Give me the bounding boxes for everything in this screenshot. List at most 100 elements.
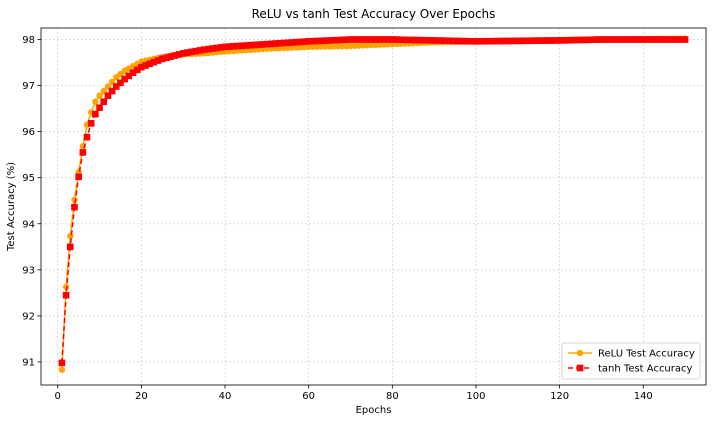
data-point <box>514 37 522 45</box>
data-point <box>556 37 563 44</box>
x-tick-label: 120 <box>550 391 569 402</box>
x-tick-label: 60 <box>302 391 315 402</box>
data-point <box>560 37 568 44</box>
data-point <box>154 57 162 64</box>
data-point <box>435 37 442 44</box>
data-point <box>280 39 287 47</box>
data-point <box>455 37 463 45</box>
data-point <box>167 53 174 60</box>
data-point <box>627 36 635 43</box>
data-point <box>138 63 145 71</box>
data-point <box>96 92 103 99</box>
y-tick-label: 94 <box>22 219 35 230</box>
data-point <box>58 366 66 373</box>
data-point <box>129 69 137 76</box>
data-point <box>259 41 266 48</box>
data-point <box>372 36 379 43</box>
data-point <box>614 36 622 43</box>
data-point <box>334 36 342 44</box>
data-point <box>359 36 367 43</box>
data-point <box>112 83 120 90</box>
data-point <box>531 37 538 45</box>
data-point <box>184 49 191 56</box>
data-point <box>380 36 388 43</box>
data-point <box>263 40 271 48</box>
data-point <box>108 87 116 95</box>
data-point <box>225 43 233 50</box>
series-layer <box>58 35 689 373</box>
data-point <box>288 39 296 46</box>
grid <box>41 28 706 385</box>
data-point <box>204 45 212 53</box>
data-point <box>251 41 258 49</box>
data-point <box>476 38 484 45</box>
data-point <box>468 37 476 45</box>
data-point <box>100 98 108 106</box>
data-point <box>376 36 384 43</box>
data-point <box>581 36 589 44</box>
y-axis-ticks: 91 92 93 94 95 96 97 98 <box>22 35 41 368</box>
data-point <box>631 36 639 43</box>
chart-title: ReLU vs tanh Test Accuracy Over Epochs <box>252 7 496 21</box>
data-point <box>518 37 526 45</box>
data-point <box>96 104 103 111</box>
data-point <box>121 75 128 83</box>
data-point <box>501 37 509 45</box>
data-point <box>610 36 618 43</box>
x-tick-label: 40 <box>219 391 232 402</box>
data-point <box>58 359 66 367</box>
data-point <box>418 36 425 44</box>
data-point <box>422 36 430 44</box>
data-point <box>489 37 496 45</box>
data-point <box>92 110 99 118</box>
x-tick-label: 20 <box>135 391 148 402</box>
data-point <box>409 36 417 44</box>
data-point <box>242 42 250 49</box>
data-point <box>665 36 672 43</box>
y-tick-label: 96 <box>22 127 35 138</box>
data-point <box>217 44 225 51</box>
data-point <box>451 37 459 45</box>
data-point <box>393 36 400 43</box>
data-point <box>660 36 668 43</box>
data-point <box>125 72 133 80</box>
data-point <box>363 36 371 43</box>
y-tick-label: 92 <box>22 311 35 322</box>
data-point <box>292 38 300 46</box>
legend-label-tanh: tanh Test Accuracy <box>598 364 693 375</box>
legend-marker-relu <box>576 349 584 357</box>
data-point <box>163 54 170 62</box>
data-point <box>313 37 321 45</box>
data-point <box>71 196 78 204</box>
data-point <box>585 36 593 44</box>
legend-box <box>561 342 701 380</box>
data-point <box>368 36 375 43</box>
data-point <box>389 36 396 43</box>
y-tick-label: 98 <box>22 35 35 46</box>
data-point <box>443 37 450 45</box>
data-point <box>79 149 87 156</box>
data-point <box>510 37 517 45</box>
data-point <box>577 36 584 44</box>
data-point <box>192 47 200 55</box>
data-point <box>62 291 70 299</box>
data-point <box>426 37 434 44</box>
data-point <box>234 42 241 50</box>
data-point <box>326 37 333 44</box>
data-point <box>66 243 74 251</box>
data-point <box>75 173 82 181</box>
data-point <box>439 37 446 44</box>
x-tick-label: 0 <box>55 391 61 402</box>
data-point <box>142 62 149 69</box>
data-point <box>639 36 647 43</box>
data-point <box>527 37 534 45</box>
data-point <box>146 60 154 68</box>
data-point <box>652 36 660 43</box>
data-point <box>414 36 421 44</box>
data-point <box>104 92 112 100</box>
data-point <box>464 37 471 45</box>
data-point <box>171 52 179 59</box>
data-point <box>405 36 413 44</box>
data-point <box>317 37 325 45</box>
